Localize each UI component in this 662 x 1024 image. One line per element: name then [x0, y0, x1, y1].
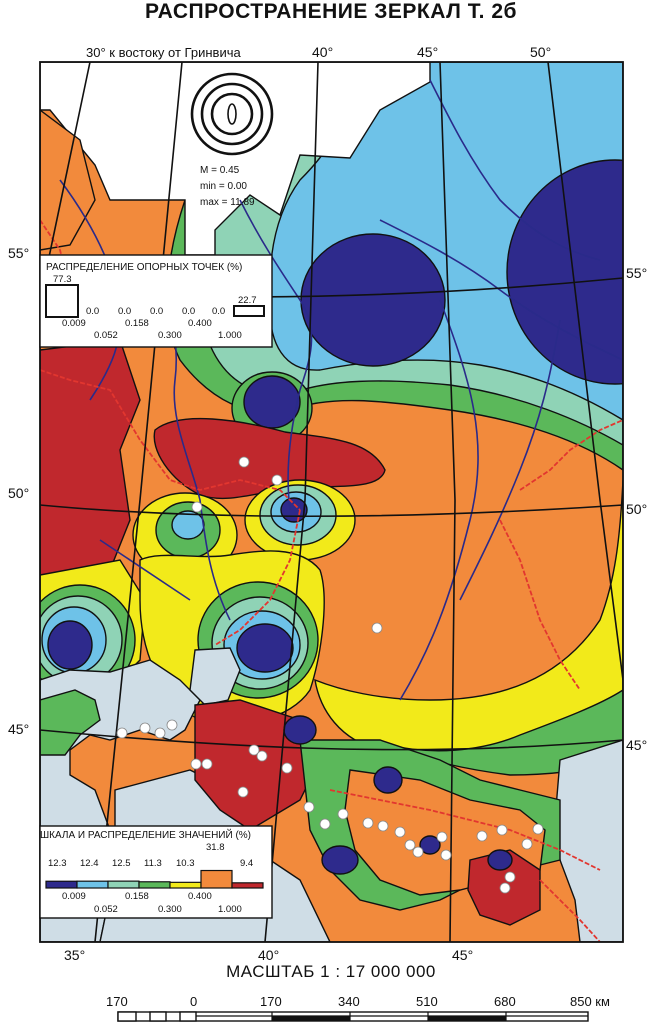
val-bound-c: 0.158 — [125, 891, 149, 902]
ref-pct-5: 0.0 — [182, 306, 195, 317]
scale-tick-170: 170 — [260, 994, 282, 1009]
meridian-note: 30° к востоку от Гринвича — [86, 45, 241, 60]
val-pct-7: 9.4 — [240, 858, 253, 869]
ref-pct-4: 0.0 — [150, 306, 163, 317]
ref-bound-b: 0.052 — [94, 330, 118, 341]
right-lat-50: 50° — [626, 501, 647, 517]
ref-pct-6: 0.0 — [212, 306, 225, 317]
ref-points-legend: РАСПРЕДЕЛЕНИЕ ОПОРНЫХ ТОЧЕК (%) 77.3 0.0… — [39, 254, 273, 348]
sample-points — [116, 456, 544, 894]
core-kursk — [243, 375, 301, 429]
left-lat-55: 55° — [8, 245, 29, 261]
bottom-lon-45: 45° — [452, 947, 473, 963]
scale-tick-680: 680 — [494, 994, 516, 1009]
top-lon-50: 50° — [530, 44, 551, 60]
core-moscow — [300, 233, 446, 367]
scale-tick-340: 340 — [338, 994, 360, 1009]
top-lon-40: 40° — [312, 44, 333, 60]
right-lat-45: 45° — [626, 737, 647, 753]
ref-bound-f: 1.000 — [218, 330, 242, 341]
value-bar-1 — [45, 880, 78, 889]
val-pct-6: 31.8 — [206, 842, 225, 853]
value-scale-legend: ШКАЛА И РАСПРЕДЕЛЕНИЕ ЗНАЧЕНИЙ (%) 12.3 … — [39, 825, 273, 919]
val-legend-title: ШКАЛА И РАСПРЕДЕЛЕНИЕ ЗНАЧЕНИЙ (%) — [40, 828, 251, 841]
val-pct-5: 10.3 — [176, 858, 195, 869]
rose-mean: M = 0.45 — [200, 165, 240, 176]
sea-of-azov — [189, 647, 241, 706]
ref-bar-7 — [233, 305, 265, 317]
ref-bound-e: 0.400 — [188, 318, 212, 329]
rose-diagram — [190, 72, 274, 156]
ref-bound-c: 0.158 — [125, 318, 149, 329]
bottom-lon-40: 40° — [258, 947, 279, 963]
map-title: РАСПРОСТРАНЕНИЕ ЗЕРКАЛ Т. 2б — [145, 0, 517, 23]
value-bar-6 — [200, 869, 233, 889]
ref-pct-2: 0.0 — [86, 306, 99, 317]
south-core-3 — [321, 845, 359, 875]
val-bound-a: 0.009 — [62, 891, 86, 902]
ref-pct-7: 22.7 — [238, 295, 257, 306]
ref-pct-3: 0.0 — [118, 306, 131, 317]
scale-tick-510: 510 — [416, 994, 438, 1009]
ref-pct-1: 77.3 — [53, 274, 72, 285]
south-core-4 — [487, 849, 513, 871]
west-core — [47, 620, 93, 670]
ref-bar-1 — [45, 284, 79, 318]
rose-max: max = 11.89 — [200, 197, 255, 208]
value-bar-2 — [76, 880, 109, 889]
scale-tick-170w: 170 — [106, 994, 128, 1009]
left-lat-45: 45° — [8, 721, 29, 737]
core-east — [506, 159, 623, 385]
south-core-5 — [419, 835, 441, 855]
val-bound-d: 0.300 — [158, 904, 182, 915]
ref-bound-d: 0.300 — [158, 330, 182, 341]
top-lon-45: 45° — [417, 44, 438, 60]
rose-min: min = 0.00 — [200, 181, 247, 192]
scale-tick-0: 0 — [190, 994, 197, 1009]
bottom-lon-35: 35° — [64, 947, 85, 963]
map-body — [40, 62, 623, 942]
val-pct-2: 12.4 — [80, 858, 99, 869]
left-lat-50: 50° — [8, 485, 29, 501]
value-bars — [45, 869, 264, 889]
val-bound-e: 0.400 — [188, 891, 212, 902]
scale-bar: 170 0 170 340 510 680 850 км — [106, 994, 610, 1022]
south-core-2 — [373, 766, 403, 794]
right-lat-55: 55° — [626, 265, 647, 281]
val-pct-1: 12.3 — [48, 858, 67, 869]
map-frame — [39, 61, 624, 943]
scale-tick-850: 850 км — [570, 994, 610, 1009]
value-bar-5 — [169, 881, 202, 889]
ref-legend-title: РАСПРЕДЕЛЕНИЕ ОПОРНЫХ ТОЧЕК (%) — [46, 262, 242, 273]
val-bound-f: 1.000 — [218, 904, 242, 915]
crimea — [40, 689, 101, 756]
donbass-core — [236, 623, 294, 673]
val-pct-4: 11.3 — [144, 858, 162, 869]
value-bar-7 — [231, 882, 264, 889]
val-pct-3: 12.5 — [112, 858, 131, 869]
value-bar-3 — [107, 880, 140, 889]
val-bound-b: 0.052 — [94, 904, 118, 915]
value-bar-4 — [138, 881, 171, 889]
scale-title: МАСШТАБ 1 : 17 000 000 — [226, 962, 436, 981]
ref-bound-a: 0.009 — [62, 318, 86, 329]
south-core-1 — [283, 715, 317, 745]
west-orange-upper — [40, 109, 96, 251]
